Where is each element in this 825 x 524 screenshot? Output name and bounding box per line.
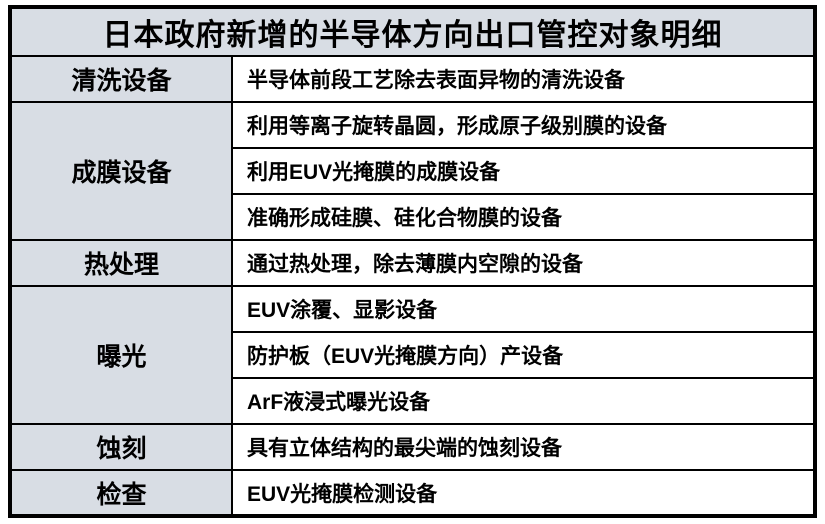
table-row: 热处理 通过热处理，除去薄膜内空隙的设备 — [9, 239, 816, 287]
category-cell-deposition: 成膜设备 — [9, 101, 233, 241]
item-cell: 防护板（EUV光掩膜方向）产设备 — [231, 331, 816, 379]
table-row: 准确形成硅膜、硅化合物膜的设备 — [10, 193, 816, 241]
item-cell: EUV光掩膜检测设备 — [231, 469, 816, 517]
category-cell-heat-treatment: 热处理 — [9, 239, 233, 287]
export-control-table: 日本政府新增的半导体方向出口管控对象明细 清洗设备 半导体前段工艺除去表面异物的… — [8, 5, 817, 518]
table-row: 清洗设备 半导体前段工艺除去表面异物的清洗设备 — [9, 55, 816, 103]
table-title: 日本政府新增的半导体方向出口管控对象明细 — [9, 6, 816, 57]
item-cell: 利用EUV光掩膜的成膜设备 — [231, 147, 816, 195]
item-cell: 具有立体结构的最尖端的蚀刻设备 — [231, 423, 816, 471]
item-cell: EUV涂覆、显影设备 — [231, 285, 816, 333]
category-cell-inspection: 检查 — [9, 469, 233, 517]
item-cell: 准确形成硅膜、硅化合物膜的设备 — [231, 193, 816, 241]
item-cell: 半导体前段工艺除去表面异物的清洗设备 — [231, 55, 816, 103]
item-cell: 通过热处理，除去薄膜内空隙的设备 — [231, 239, 816, 287]
table-row: ArF液浸式曝光设备 — [10, 377, 816, 425]
table-row: 利用EUV光掩膜的成膜设备 — [10, 147, 816, 195]
table-row: 蚀刻 具有立体结构的最尖端的蚀刻设备 — [9, 423, 816, 471]
table-row: 曝光 EUV涂覆、显影设备 — [9, 285, 816, 425]
table-row-title: 日本政府新增的半导体方向出口管控对象明细 — [9, 6, 816, 57]
category-cell-lithography: 曝光 — [9, 285, 233, 425]
export-control-table-wrap: 日本政府新增的半导体方向出口管控对象明细 清洗设备 半导体前段工艺除去表面异物的… — [8, 5, 817, 518]
table-row: 检查 EUV光掩膜检测设备 — [9, 469, 816, 517]
table-row: 成膜设备 利用等离子旋转晶圆，形成原子级别膜的设备 — [9, 101, 816, 241]
category-cell-cleaning: 清洗设备 — [9, 55, 233, 103]
item-cell: 利用等离子旋转晶圆，形成原子级别膜的设备 — [231, 101, 816, 149]
category-cell-etching: 蚀刻 — [9, 423, 233, 471]
table-row: 防护板（EUV光掩膜方向）产设备 — [10, 331, 816, 379]
item-cell: ArF液浸式曝光设备 — [231, 377, 816, 425]
